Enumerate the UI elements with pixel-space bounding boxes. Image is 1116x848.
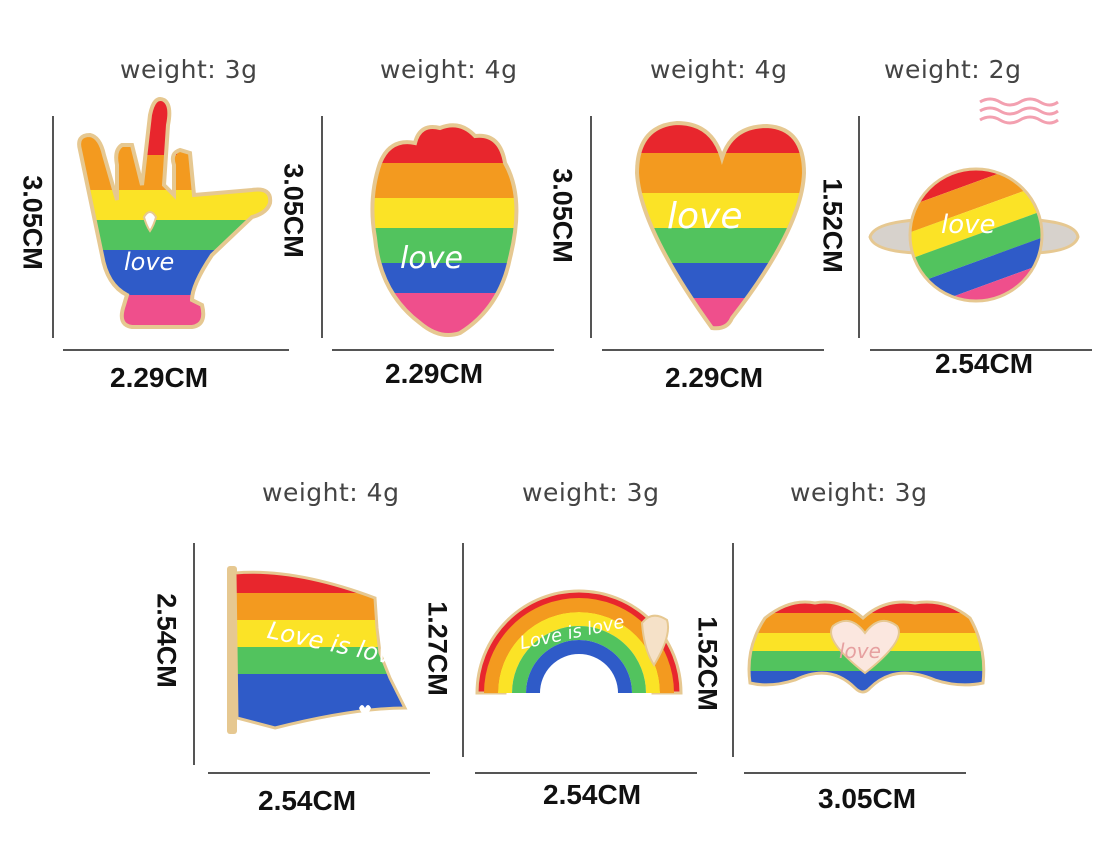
width-line <box>332 349 554 351</box>
width-label: 2.29CM <box>110 362 209 393</box>
width-label: 2.54CM <box>258 785 357 816</box>
weight-label: weight: 3g <box>522 478 660 507</box>
width-label: 2.54CM <box>543 779 642 810</box>
width-label: 2.54CM <box>935 348 1034 379</box>
width-line <box>602 349 824 351</box>
width-line <box>208 772 430 774</box>
height-line <box>858 116 860 338</box>
weight-label: weight: 3g <box>120 55 258 84</box>
weight-label: weight: 2g <box>884 55 1022 84</box>
width-line <box>870 349 1092 351</box>
wave-icon <box>979 97 1059 125</box>
planet-pin: love <box>868 165 1080 305</box>
height-line <box>52 116 54 338</box>
pin-text: love <box>124 248 174 276</box>
height-line <box>193 543 195 765</box>
weight-label: weight: 4g <box>380 55 518 84</box>
height-label: 3.05CM <box>547 168 578 263</box>
width-label: 2.29CM <box>385 358 484 389</box>
height-line <box>462 543 464 757</box>
weight-label: weight: 3g <box>790 478 928 507</box>
heart-hands-pin: love <box>747 600 986 694</box>
width-label: 2.29CM <box>665 362 764 393</box>
pin-text: love <box>839 639 881 663</box>
heart-pin: love <box>634 120 807 331</box>
pin-text: love <box>400 241 463 276</box>
height-label: 2.54CM <box>151 593 182 688</box>
height-line <box>732 543 734 757</box>
height-line <box>321 116 323 338</box>
height-label: 1.52CM <box>817 178 848 273</box>
height-label: 3.05CM <box>17 175 48 270</box>
width-line <box>744 772 966 774</box>
weight-label: weight: 4g <box>650 55 788 84</box>
width-label: 3.05CM <box>818 783 917 814</box>
height-label: 3.05CM <box>278 163 309 258</box>
pin-text: love <box>667 196 742 237</box>
height-line <box>590 116 592 338</box>
anatomical-heart-pin: love <box>370 123 519 337</box>
pin-text: love <box>941 210 996 240</box>
width-line <box>63 349 289 351</box>
rainbow-pin: Love is love <box>475 589 683 695</box>
flag-pin: Love is love <box>227 566 409 734</box>
height-label: 1.27CM <box>422 601 453 696</box>
height-label: 1.52CM <box>692 616 723 711</box>
weight-label: weight: 4g <box>262 478 400 507</box>
hand-sign-pin: love <box>77 97 273 329</box>
width-line <box>475 772 697 774</box>
